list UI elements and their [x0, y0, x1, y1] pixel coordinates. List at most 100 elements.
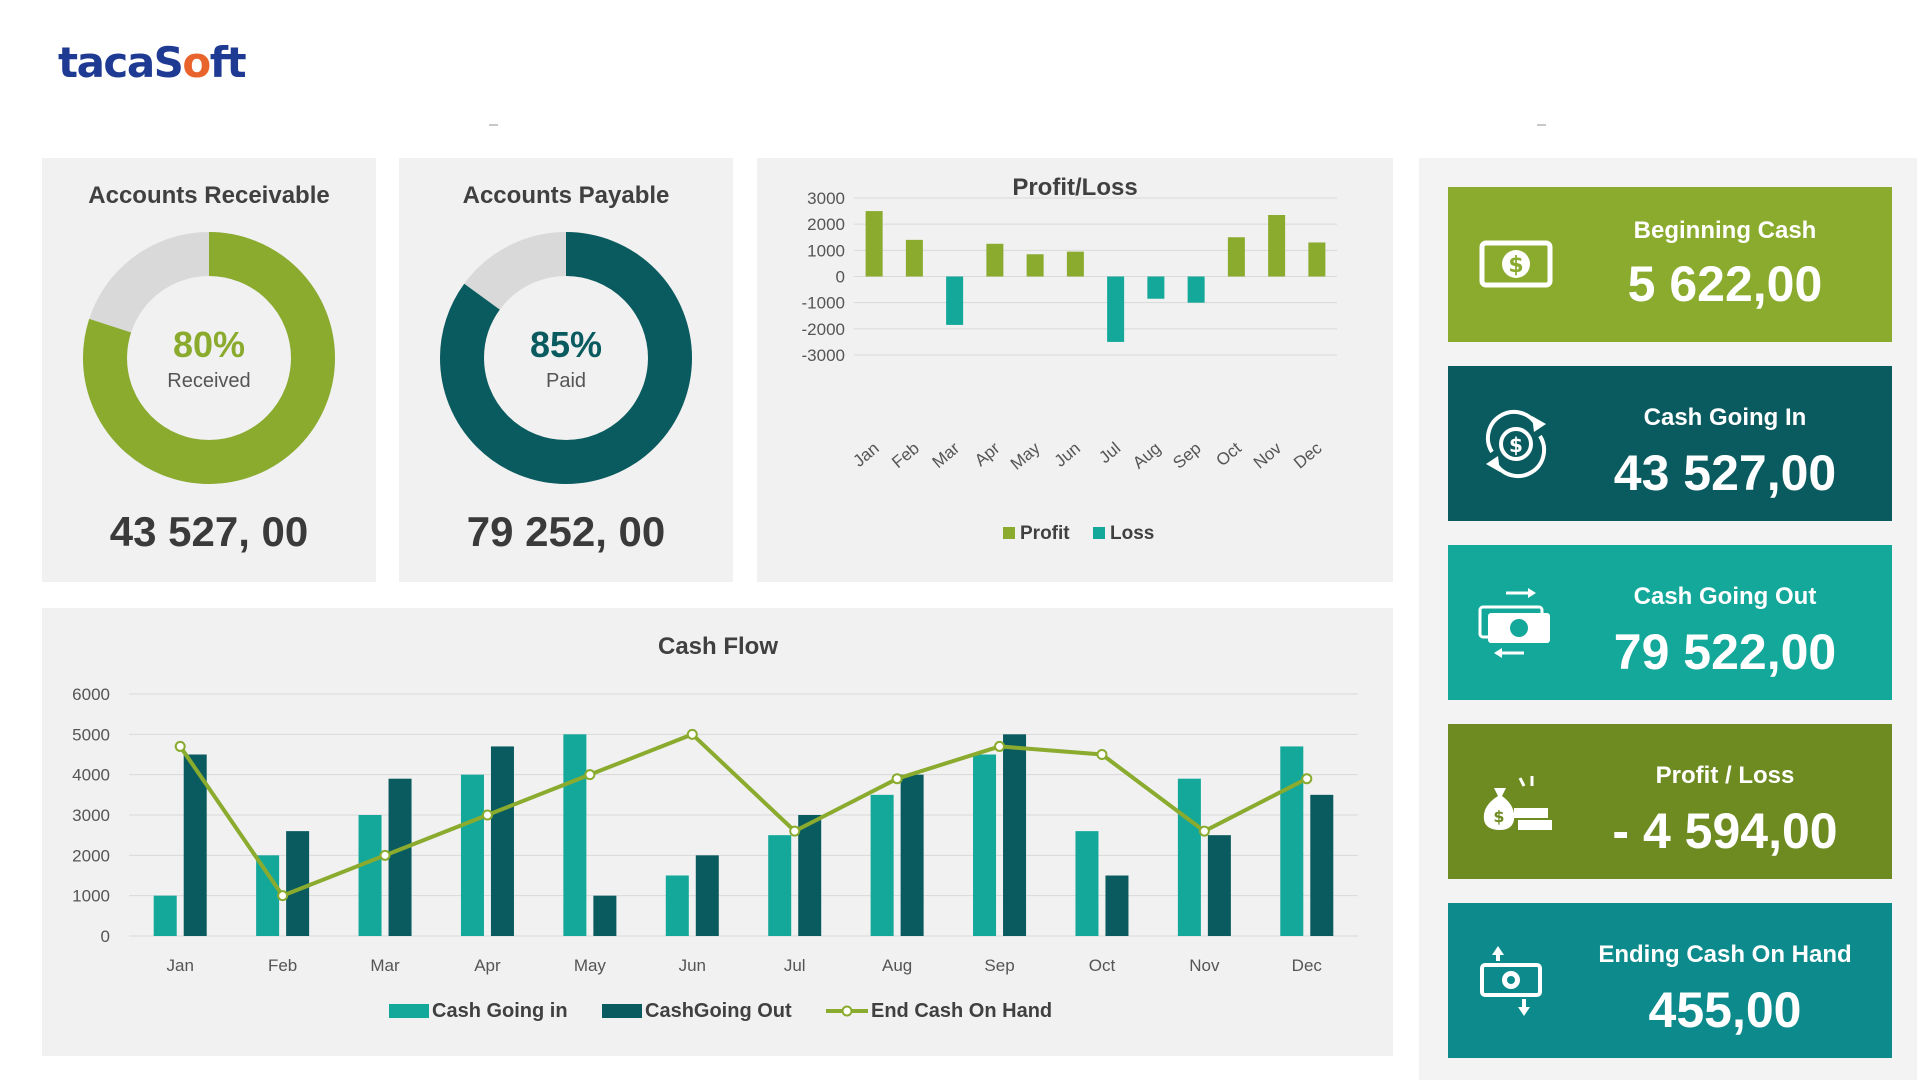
bar-cash-going-in	[358, 815, 382, 936]
bar-loss	[1107, 276, 1125, 342]
logo-text-1: taca	[58, 38, 155, 87]
bar-cash-going-out	[1310, 794, 1334, 936]
x-tick-label: Jan	[849, 439, 882, 471]
kpi-value: 5 622,00	[1627, 256, 1823, 312]
bar-cash-going-in	[563, 734, 587, 936]
x-tick-label: Dec	[1290, 438, 1326, 472]
chart-title: Cash Flow	[658, 633, 778, 660]
cash-circle-icon: $	[1485, 409, 1547, 479]
kpi-beginning-cash: $ Beginning Cash 5 622,00	[1448, 187, 1892, 342]
x-tick-label: Feb	[888, 439, 923, 472]
bar-cash-going-out	[900, 774, 924, 936]
payable-percent: 85%	[529, 324, 603, 365]
x-tick-label: Apr	[474, 956, 501, 975]
profit-loss-panel: Profit/Loss 3000 2000 1000 0 -1000 -2000 -3000 J…	[757, 158, 1393, 582]
logo-text-2: S	[153, 38, 184, 87]
line-point	[686, 728, 698, 740]
payable-panel: Accounts Payable 85% Paid 79 252, 00	[399, 158, 733, 582]
x-tick-label: Oct	[1089, 956, 1116, 975]
kpi-cash-going-out: Cash Going Out 79 522,00	[1448, 545, 1892, 700]
line-point	[789, 825, 801, 837]
payable-amount: 79 252, 00	[466, 508, 666, 555]
legend-label: Loss	[1110, 523, 1154, 544]
bar-cash-going-in	[870, 794, 894, 936]
bar-profit	[905, 239, 923, 277]
svg-text:$: $	[1508, 253, 1523, 278]
receivable-amount: 43 527, 00	[109, 508, 309, 555]
bar-profit	[1066, 251, 1084, 277]
x-tick-label: Jul	[1095, 439, 1124, 468]
dollar-bill-icon: $	[1479, 240, 1553, 288]
x-tick-label: Jun	[1051, 439, 1084, 471]
kpi-label: Profit / Loss	[1655, 762, 1795, 789]
bar-profit	[986, 243, 1004, 277]
legend-label: End Cash On Hand	[871, 1000, 1052, 1022]
chart-title: Profit/Loss	[1012, 174, 1137, 201]
x-tick-label: Apr	[971, 438, 1004, 470]
cash-exchange-icon	[1480, 946, 1542, 1016]
profit-loss-chart: Profit/Loss 3000 2000 1000 0 -1000 -2000 -3000 J…	[802, 174, 1337, 544]
divider-mark	[489, 124, 498, 126]
divider-mark	[1537, 124, 1546, 126]
y-tick-label: 5000	[72, 725, 110, 744]
y-tick-label: -3000	[802, 346, 845, 365]
bar-cash-going-in	[1280, 746, 1304, 936]
kpi-label: Cash Going In	[1643, 404, 1807, 431]
y-tick-label: 0	[101, 927, 110, 946]
receivable-title: Accounts Receivable	[88, 182, 330, 209]
line-point	[379, 849, 391, 861]
bar-cash-going-out	[1207, 835, 1231, 936]
y-tick-label: 3000	[72, 806, 110, 825]
x-tick-label: Nov	[1250, 438, 1286, 472]
kpi-value: 455,00	[1648, 982, 1802, 1038]
line-point	[174, 740, 186, 752]
line-point	[994, 740, 1006, 752]
bar-cash-going-in	[1177, 778, 1201, 936]
bar-profit	[865, 211, 883, 277]
donut-progress-arc	[83, 232, 335, 484]
bar-cash-going-out	[490, 746, 514, 936]
donut-progress-arc	[440, 232, 692, 484]
line-point	[1301, 773, 1313, 785]
receivable-donut	[83, 232, 335, 484]
bar-profit	[1268, 215, 1286, 277]
x-tick-label: Jun	[679, 956, 706, 975]
bar-loss	[1187, 276, 1205, 303]
x-tick-label: Mar	[370, 956, 400, 975]
cash-stack-icon	[1478, 588, 1550, 658]
x-tick-label: Jul	[784, 956, 806, 975]
x-tick-label: May	[574, 956, 607, 975]
bar-cash-going-out	[286, 831, 310, 936]
cash-flow-panel: Cash Flow 6000 5000 4000 3000 2000 1000 0 Jan Feb…	[42, 608, 1393, 1056]
bar-cash-going-out	[1003, 734, 1027, 936]
kpi-value: 43 527,00	[1613, 445, 1837, 501]
bar-cash-going-in	[665, 875, 689, 936]
bar-cash-going-in	[460, 774, 484, 936]
y-tick-label: -2000	[802, 320, 845, 339]
bar-cash-going-out	[695, 855, 719, 936]
x-tick-label: Sep	[984, 956, 1014, 975]
legend-marker	[841, 1005, 853, 1017]
legend-label: Cash Going in	[432, 1000, 568, 1022]
receivable-panel: Accounts Receivable 80% Received 43 527,…	[42, 158, 376, 582]
y-tick-label: 1000	[72, 887, 110, 906]
x-tick-label: Aug	[882, 956, 912, 975]
bar-cash-going-out	[1105, 875, 1129, 936]
y-tick-label: 3000	[807, 189, 845, 208]
bar-loss	[1147, 276, 1165, 299]
bar-cash-going-out	[798, 815, 822, 936]
logo-text-o: o	[182, 38, 211, 87]
y-tick-label: 2000	[807, 215, 845, 234]
kpi-label: Ending Cash On Hand	[1598, 941, 1852, 968]
kpi-label: Cash Going Out	[1633, 583, 1817, 610]
kpi-cash-going-in: $ Cash Going In 43 527,00	[1448, 366, 1892, 521]
y-tick-label: 6000	[72, 685, 110, 704]
legend-swatch	[1093, 527, 1105, 539]
legend-swatch	[1003, 527, 1015, 539]
x-tick-label: Feb	[268, 956, 297, 975]
y-tick-label: -1000	[802, 294, 845, 313]
kpi-value: 79 522,00	[1613, 624, 1837, 680]
line-point	[891, 773, 903, 785]
bar-cash-going-out	[388, 778, 412, 936]
payable-sub: Paid	[545, 370, 587, 392]
